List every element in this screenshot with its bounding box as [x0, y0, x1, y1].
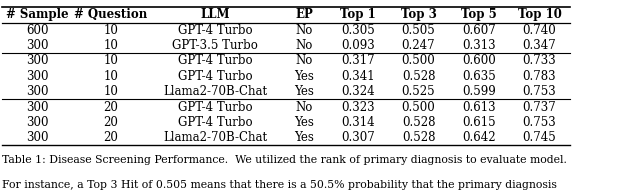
Text: 0.615: 0.615 [462, 116, 496, 129]
Text: 0.317: 0.317 [341, 54, 375, 67]
Text: Top 3: Top 3 [401, 8, 436, 21]
Text: GPT-4 Turbo: GPT-4 Turbo [178, 70, 253, 83]
Text: 0.323: 0.323 [341, 101, 375, 114]
Text: Table 1: Disease Screening Performance.  We utilized the rank of primary diagnos: Table 1: Disease Screening Performance. … [2, 155, 567, 165]
Text: 300: 300 [26, 131, 49, 144]
Text: 10: 10 [104, 54, 118, 67]
Text: 0.528: 0.528 [402, 116, 435, 129]
Text: EP: EP [296, 8, 313, 21]
Text: GPT-3.5 Turbo: GPT-3.5 Turbo [172, 39, 258, 52]
Text: 0.745: 0.745 [523, 131, 556, 144]
Text: 0.305: 0.305 [341, 24, 375, 37]
Text: Yes: Yes [294, 131, 314, 144]
Text: 0.528: 0.528 [402, 70, 435, 83]
Text: 0.324: 0.324 [341, 85, 375, 98]
Text: 0.753: 0.753 [523, 116, 556, 129]
Text: Yes: Yes [294, 70, 314, 83]
Text: 0.635: 0.635 [462, 70, 496, 83]
Text: No: No [296, 24, 313, 37]
Text: Yes: Yes [294, 85, 314, 98]
Text: Llama2-70B-Chat: Llama2-70B-Chat [163, 131, 268, 144]
Text: 300: 300 [26, 101, 49, 114]
Text: No: No [296, 39, 313, 52]
Text: 0.740: 0.740 [523, 24, 556, 37]
Text: No: No [296, 101, 313, 114]
Text: GPT-4 Turbo: GPT-4 Turbo [178, 24, 253, 37]
Text: 10: 10 [104, 85, 118, 98]
Text: LLM: LLM [200, 8, 230, 21]
Text: 0.093: 0.093 [341, 39, 375, 52]
Text: 0.505: 0.505 [402, 24, 435, 37]
Text: Llama2-70B-Chat: Llama2-70B-Chat [163, 85, 268, 98]
Text: 0.347: 0.347 [523, 39, 556, 52]
Text: 0.613: 0.613 [462, 101, 496, 114]
Text: 0.500: 0.500 [402, 54, 435, 67]
Text: 0.783: 0.783 [523, 70, 556, 83]
Text: 0.599: 0.599 [462, 85, 496, 98]
Text: Top 1: Top 1 [340, 8, 376, 21]
Text: 0.341: 0.341 [341, 70, 375, 83]
Text: GPT-4 Turbo: GPT-4 Turbo [178, 54, 253, 67]
Text: 0.642: 0.642 [462, 131, 496, 144]
Text: Top 5: Top 5 [461, 8, 497, 21]
Text: 20: 20 [104, 131, 118, 144]
Text: 0.247: 0.247 [402, 39, 435, 52]
Text: 0.525: 0.525 [402, 85, 435, 98]
Text: 300: 300 [26, 85, 49, 98]
Text: 0.607: 0.607 [462, 24, 496, 37]
Text: 0.314: 0.314 [341, 116, 375, 129]
Text: 20: 20 [104, 101, 118, 114]
Text: 300: 300 [26, 116, 49, 129]
Text: 0.528: 0.528 [402, 131, 435, 144]
Text: Yes: Yes [294, 116, 314, 129]
Text: 20: 20 [104, 116, 118, 129]
Text: 0.500: 0.500 [402, 101, 435, 114]
Text: GPT-4 Turbo: GPT-4 Turbo [178, 116, 253, 129]
Text: # Sample: # Sample [6, 8, 68, 21]
Text: 0.600: 0.600 [462, 54, 496, 67]
Text: 300: 300 [26, 39, 49, 52]
Text: 10: 10 [104, 24, 118, 37]
Text: 0.733: 0.733 [523, 54, 556, 67]
Text: 0.313: 0.313 [462, 39, 496, 52]
Text: 0.307: 0.307 [341, 131, 375, 144]
Text: 0.737: 0.737 [523, 101, 556, 114]
Text: 600: 600 [26, 24, 49, 37]
Text: GPT-4 Turbo: GPT-4 Turbo [178, 101, 253, 114]
Text: # Question: # Question [74, 8, 148, 21]
Text: 10: 10 [104, 39, 118, 52]
Text: 10: 10 [104, 70, 118, 83]
Text: Top 10: Top 10 [518, 8, 561, 21]
Text: 0.753: 0.753 [523, 85, 556, 98]
Text: 300: 300 [26, 54, 49, 67]
Text: No: No [296, 54, 313, 67]
Text: 300: 300 [26, 70, 49, 83]
Text: For instance, a Top 3 Hit of 0.505 means that there is a 50.5% probability that : For instance, a Top 3 Hit of 0.505 means… [2, 180, 557, 190]
